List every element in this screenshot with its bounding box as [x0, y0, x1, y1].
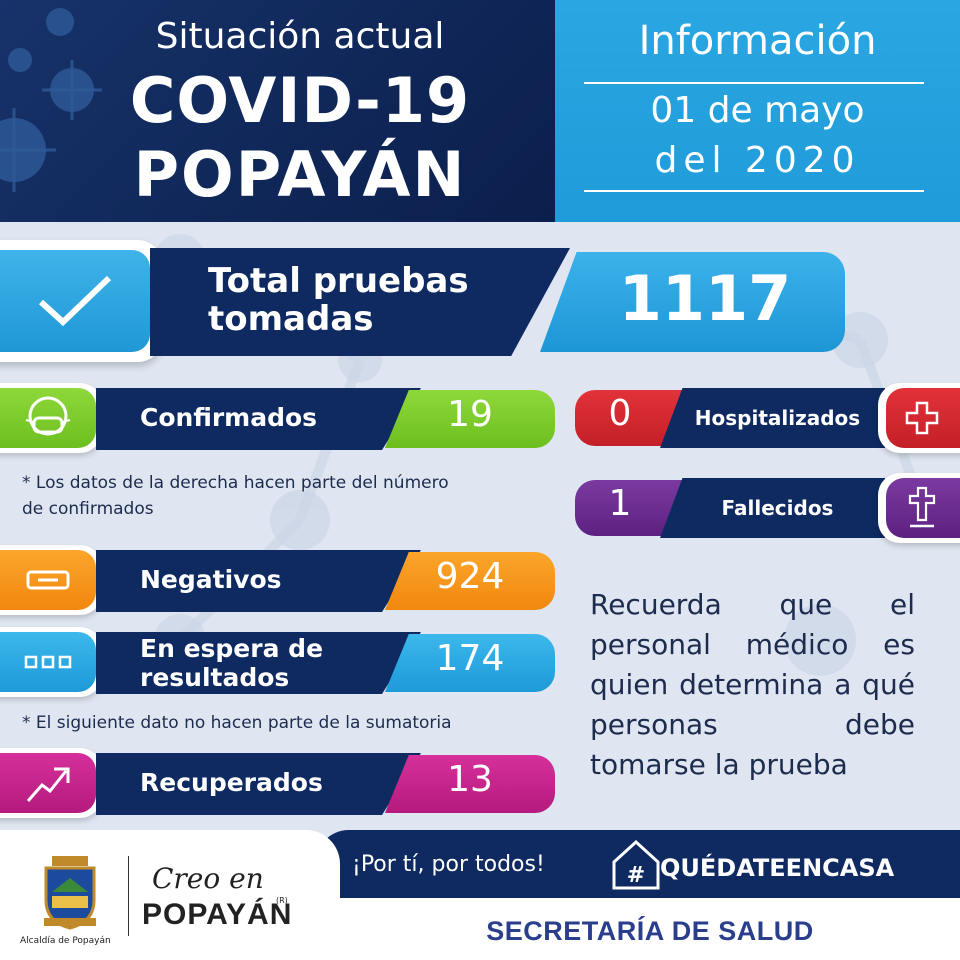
total-value: 1117	[618, 262, 792, 335]
slogan: ¡Por tí, por todos!	[352, 852, 545, 877]
confirmed-value: 19	[447, 394, 493, 435]
hospitalized-value: 0	[608, 393, 632, 434]
negative-value-band	[385, 552, 555, 610]
negative-icon-tile	[0, 550, 96, 610]
checkmark-icon	[38, 275, 112, 327]
popayan-logo-text: POPAYÁN	[142, 898, 293, 931]
recovered-note: * El siguiente dato no hacen parte de la…	[22, 713, 452, 733]
hospitalized-label-band	[660, 388, 885, 448]
divider	[584, 190, 924, 192]
registered-mark: (R)	[276, 896, 288, 905]
date-line-1: 01 de mayo	[650, 90, 865, 131]
pending-label-band	[96, 632, 421, 694]
secretaria-title: SECRETARÍA DE SALUD	[486, 916, 814, 946]
virus-icon	[0, 8, 102, 192]
face-mask-icon	[25, 396, 71, 436]
pending-label-line1: En espera de	[140, 634, 324, 663]
recovered-value-band	[385, 755, 555, 813]
pending-value-band	[385, 634, 555, 692]
trend-up-icon	[26, 767, 70, 802]
subtitle: Situación actual	[155, 16, 445, 57]
recovered-value: 13	[447, 759, 493, 800]
pending-value: 174	[435, 638, 505, 679]
hospitalized-icon-tile	[886, 388, 960, 448]
page-title: COVID-19	[129, 64, 471, 137]
pending-label-line2: resultados	[140, 663, 290, 692]
divider	[584, 82, 924, 84]
deceased-icon-tile	[886, 478, 960, 538]
alcaldia-caption: Alcaldía de Popayán	[20, 936, 111, 946]
negative-value: 924	[435, 556, 505, 597]
total-icon-tile	[0, 250, 150, 352]
deceased-label-band	[660, 478, 885, 538]
reminder-text: Recuerda que el personal médico es quien…	[590, 588, 915, 781]
logo-divider	[128, 856, 129, 936]
confirmed-label-band	[96, 388, 421, 450]
confirmed-note-line1: * Los datos de la derecha hacen parte de…	[22, 473, 449, 493]
recovered-label-band	[96, 753, 421, 815]
header-right-panel	[555, 0, 960, 222]
deceased-value: 1	[608, 483, 632, 524]
confirmed-note: * Los datos de la derecha hacen parte de…	[22, 470, 449, 522]
coat-of-arms-logo	[44, 856, 96, 930]
minus-icon	[26, 570, 70, 590]
pending-icon-tile	[0, 632, 96, 692]
negative-label-band	[96, 550, 421, 612]
pending-label: En espera de resultados	[140, 634, 323, 692]
deceased-label: Fallecidos	[721, 496, 834, 520]
confirmed-label: Confirmados	[140, 403, 318, 432]
total-label-band	[150, 248, 570, 356]
grave-cross-icon	[908, 486, 936, 528]
recovered-label: Recuperados	[140, 768, 323, 797]
ellipsis-icon	[24, 655, 72, 669]
confirmed-note-line2: de confirmados	[22, 499, 154, 519]
total-label-line1: Total pruebas	[208, 261, 469, 301]
confirmed-value-band	[385, 390, 555, 448]
hashtag: QUÉDATEENCASA	[660, 854, 895, 882]
svg-text:#: #	[627, 863, 645, 888]
medical-cross-icon	[905, 401, 939, 435]
total-value-band	[540, 252, 845, 352]
date-line-2: del 2020	[654, 140, 861, 181]
hospitalized-label: Hospitalizados	[694, 406, 861, 430]
house-icon: #	[612, 840, 660, 890]
negative-label: Negativos	[140, 565, 282, 594]
city-title: POPAYÁN	[133, 138, 467, 211]
confirmed-icon-tile	[0, 388, 96, 448]
recovered-icon-tile	[0, 753, 96, 813]
info-title: Información	[638, 18, 877, 64]
total-label-line2: tomadas	[208, 299, 374, 339]
creo-en-logo-text: Creo en	[152, 862, 264, 895]
total-label: Total pruebas tomadas	[208, 262, 469, 338]
header-left-panel: Situación actual COVID-19 POPAYÁN	[0, 0, 555, 222]
